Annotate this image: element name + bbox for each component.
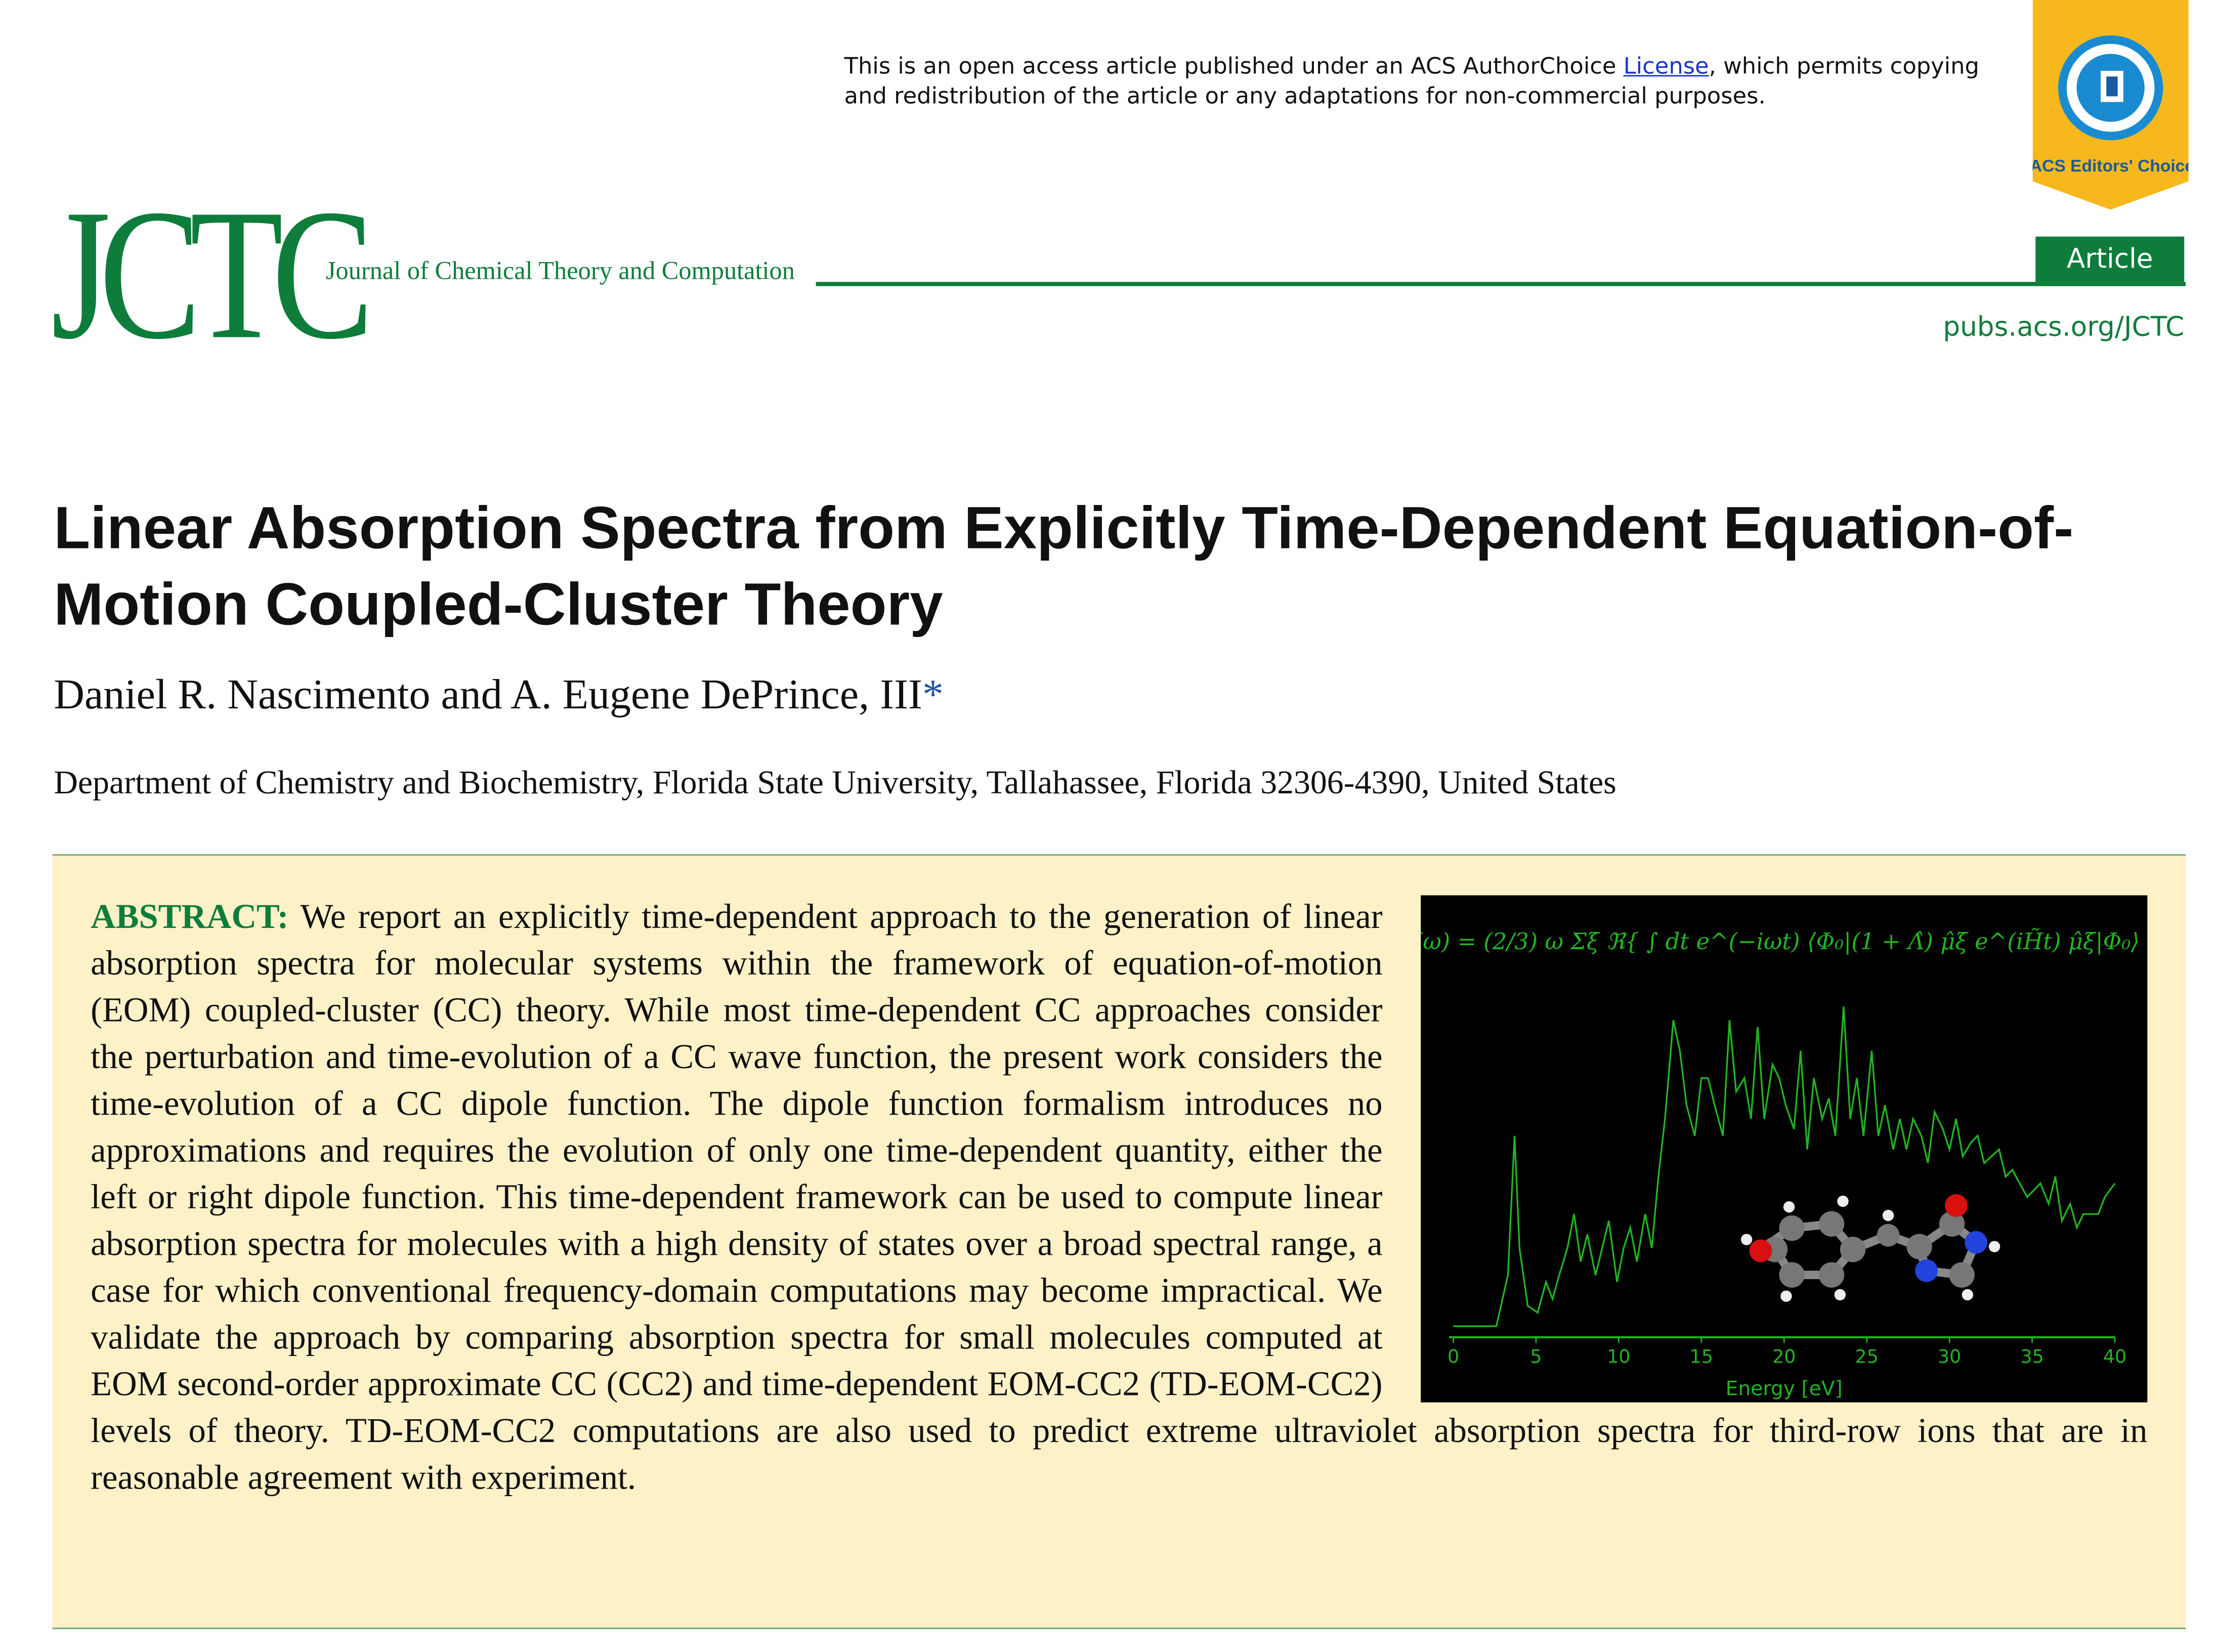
- x-tick-label: 35: [2020, 1345, 2043, 1367]
- x-tick-label: 30: [1938, 1345, 1961, 1367]
- section-label: Article: [2035, 236, 2185, 282]
- abstract: f(ω) = (2/3) ω Σξ ℜ{ ∫ dt e^(−iωt) ⟨Φ₀|(…: [52, 854, 2186, 1629]
- abstract-label: ABSTRACT:: [91, 898, 289, 937]
- article-title: Linear Absorption Spectra from Explicitl…: [54, 494, 2074, 638]
- formula: f(ω) = (2/3) ω Σξ ℜ{ ∫ dt e^(−iωt) ⟨Φ₀|(…: [1421, 928, 2147, 955]
- header-rule: [816, 282, 2186, 286]
- editors-choice-badge: ACS Editors' Choice: [2032, 0, 2189, 210]
- badge-label: ACS Editors' Choice: [2033, 157, 2189, 176]
- x-axis-label: Energy [eV]: [1726, 1378, 1843, 1401]
- journal-logo: JCTC: [51, 170, 374, 378]
- badge-icon: [2106, 76, 2118, 97]
- x-tick-label: 15: [1690, 1345, 1713, 1367]
- x-tick-label: 10: [1607, 1345, 1630, 1367]
- journal-name: Journal of Chemical Theory and Computati…: [325, 256, 795, 285]
- toc-graphic: f(ω) = (2/3) ω Σξ ℜ{ ∫ dt e^(−iωt) ⟨Φ₀|(…: [1421, 895, 2148, 1403]
- x-tick-label: 5: [1530, 1345, 1542, 1367]
- spectrum-line: [1453, 1006, 2116, 1327]
- author-names: Daniel R. Nascimento and A. Eugene DePri…: [54, 671, 923, 718]
- x-tick-label: 25: [1855, 1345, 1879, 1367]
- notice-text: , which permits copying and redistributi…: [844, 52, 1979, 109]
- graphic-background: [1421, 895, 2148, 1403]
- license-notice: This is an open access article published…: [844, 51, 2006, 111]
- license-link[interactable]: License: [1623, 52, 1709, 79]
- authors: Daniel R. Nascimento and A. Eugene DePri…: [54, 671, 944, 719]
- molecule: [1740, 1194, 2000, 1302]
- corresponding-mark: *: [922, 671, 944, 718]
- affiliation: Department of Chemistry and Biochemistry…: [54, 765, 1616, 802]
- x-tick-label: 40: [2103, 1345, 2126, 1367]
- abstract-text: We report an explicitly time-dependent a…: [91, 898, 2148, 1498]
- x-tick-label: 20: [1772, 1345, 1796, 1367]
- journal-url: pubs.acs.org/JCTC: [1943, 311, 2185, 343]
- notice-text: This is an open access article published…: [844, 52, 1616, 79]
- x-tick-label: 0: [1447, 1345, 1459, 1367]
